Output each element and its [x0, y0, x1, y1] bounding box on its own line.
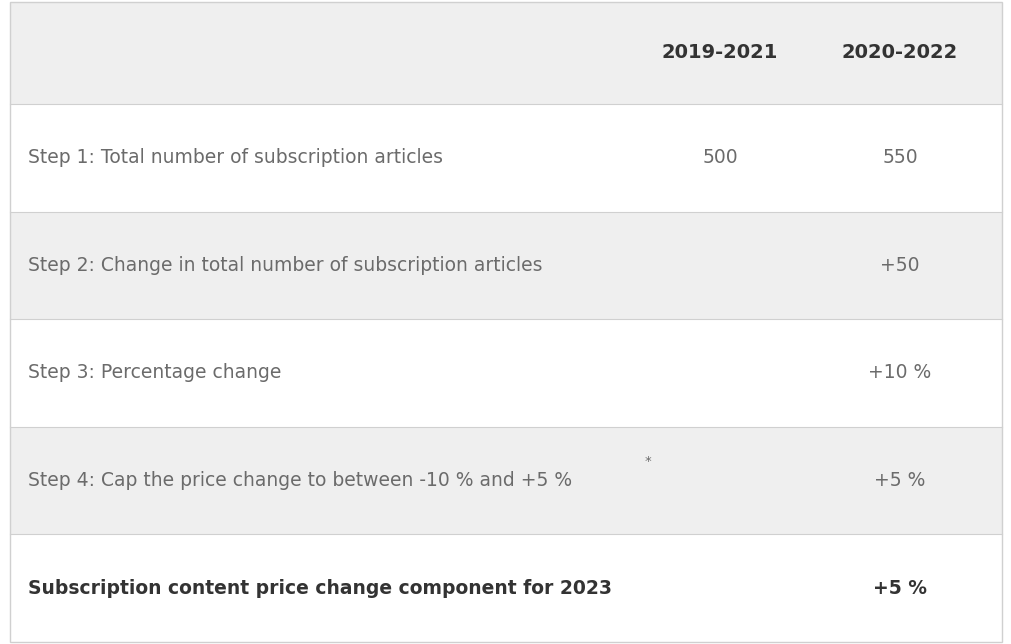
Bar [10, 212, 1001, 319]
Bar [10, 319, 1001, 427]
Text: Step 2: Change in total number of subscription articles: Step 2: Change in total number of subscr… [28, 256, 542, 275]
Text: *: * [644, 455, 651, 468]
Text: +10 %: +10 % [867, 363, 931, 383]
Bar [10, 2, 1001, 104]
Text: Step 1: Total number of subscription articles: Step 1: Total number of subscription art… [28, 148, 443, 167]
Text: 500: 500 [702, 148, 737, 167]
Text: +50: +50 [880, 256, 919, 275]
Bar [10, 427, 1001, 535]
Text: 2020-2022: 2020-2022 [841, 44, 957, 62]
Text: +5 %: +5 % [872, 579, 926, 598]
Bar [10, 104, 1001, 212]
Bar [10, 535, 1001, 642]
Text: 550: 550 [882, 148, 917, 167]
Text: +5 %: +5 % [874, 471, 925, 490]
Text: Step 4: Cap the price change to between -10 % and +5 %: Step 4: Cap the price change to between … [28, 471, 571, 490]
Text: Step 3: Percentage change: Step 3: Percentage change [28, 363, 281, 383]
Text: 2019-2021: 2019-2021 [661, 44, 777, 62]
Text: Subscription content price change component for 2023: Subscription content price change compon… [28, 579, 612, 598]
